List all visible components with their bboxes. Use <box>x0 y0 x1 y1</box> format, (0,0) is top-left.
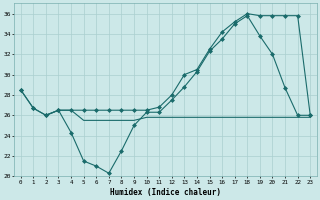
X-axis label: Humidex (Indice chaleur): Humidex (Indice chaleur) <box>110 188 221 197</box>
